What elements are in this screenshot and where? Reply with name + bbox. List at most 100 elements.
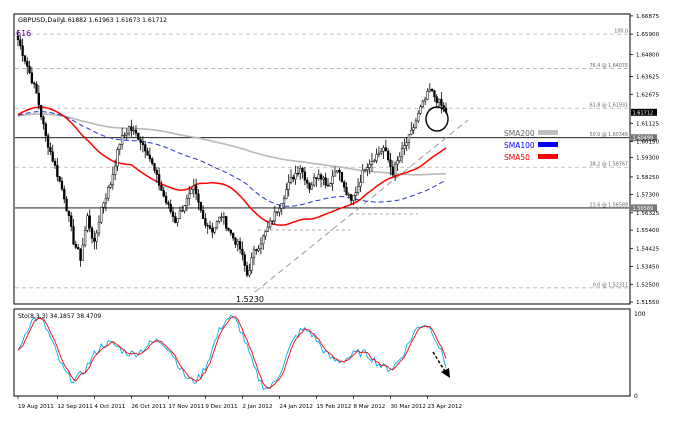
highlight-circle: [425, 106, 449, 132]
candle-body: [389, 159, 392, 168]
candle-body: [28, 66, 31, 74]
candle-body: [294, 172, 297, 180]
candle-body: [125, 132, 128, 136]
candle-body: [144, 144, 147, 152]
candle-body: [157, 174, 161, 186]
candle-body: [433, 90, 436, 98]
candle-body: [440, 98, 443, 106]
candle-body: [417, 113, 420, 122]
candle-body: [269, 220, 272, 228]
candle-body: [410, 129, 413, 135]
candle-body: [148, 154, 152, 160]
y-tick-label: 1.64800: [636, 53, 660, 59]
down-arrow-head: [441, 368, 450, 378]
candle-body: [141, 142, 145, 145]
candle-body: [377, 152, 381, 155]
candle-body: [282, 198, 286, 204]
y-tick-label: 1.52500: [636, 282, 660, 288]
y-tick-label: 1.54425: [636, 246, 660, 252]
candle-body: [171, 211, 175, 217]
candle-body: [137, 133, 140, 140]
candle-body: [347, 194, 350, 196]
candle-body: [120, 135, 124, 145]
current-price-label: 1.61712: [633, 110, 654, 116]
candle-body: [204, 218, 207, 226]
candle-body: [400, 148, 404, 158]
sma-legend: SMA200 SMA100 SMA50: [504, 129, 558, 162]
candle-body: [225, 216, 228, 229]
candle-body: [338, 170, 341, 173]
candle-body: [317, 174, 320, 179]
current-price-box: [631, 108, 657, 116]
candle-body: [109, 184, 112, 188]
candle-body: [227, 227, 230, 231]
candle-body: [70, 215, 73, 227]
candle-body: [287, 182, 290, 190]
candle-body: [363, 169, 367, 171]
candle-body: [262, 235, 265, 245]
candle-body: [229, 229, 232, 234]
candle-body: [169, 204, 172, 213]
candle-body: [245, 265, 249, 276]
x-tick-label: 9 Dec 2011: [205, 404, 238, 410]
legend-sma100-label: SMA100: [504, 141, 535, 150]
y-tick-label: 1.65900: [636, 32, 660, 38]
candle-body: [370, 160, 374, 165]
candle-body: [356, 186, 360, 193]
candle-body: [139, 139, 142, 143]
candle-body: [46, 135, 50, 148]
candle-body: [273, 211, 276, 222]
candle-body: [310, 184, 313, 190]
candle-body: [77, 247, 80, 250]
candle-body: [331, 175, 334, 184]
candle-body: [442, 105, 445, 109]
legend-sma50-swatch: [538, 154, 558, 159]
candle-body: [393, 163, 397, 176]
candle-body: [153, 163, 156, 171]
candle-body: [407, 133, 411, 143]
osc-tick-100: 100: [634, 311, 646, 318]
candle-body: [222, 216, 226, 218]
candle-body: [151, 158, 154, 164]
candle-body: [192, 185, 195, 190]
candle-body: [405, 142, 408, 146]
candle-body: [349, 194, 353, 201]
price-tag-box: [631, 204, 657, 212]
candle-body: [176, 218, 179, 223]
candle-body: [428, 88, 431, 92]
candle-body: [426, 90, 429, 100]
candle-body: [421, 100, 425, 107]
x-tick-label: 12 Sep 2011: [57, 404, 93, 410]
fib-level-label: 0.0 @ 1.52311: [593, 282, 628, 288]
candle-body: [257, 248, 260, 251]
candle-body: [319, 174, 323, 180]
candle-body: [243, 254, 246, 266]
candle-body: [56, 165, 59, 177]
sma100-line: [17, 111, 447, 207]
candle-body: [343, 181, 346, 188]
candle-body: [201, 210, 205, 219]
candle-body: [384, 147, 387, 152]
candle-body: [252, 249, 256, 259]
symbol-label: GBPUSD,Daily: [18, 16, 64, 24]
candle-body: [162, 190, 165, 197]
oscillator-pane: [13, 308, 631, 397]
fib-level-label: 100.0: [614, 29, 628, 35]
candle-body: [336, 170, 339, 173]
x-tick-label: 26 Oct 2011: [131, 404, 166, 410]
candle-body: [289, 176, 293, 183]
candle-body: [208, 225, 212, 229]
fib-level-label: 23.6 @ 1.56589: [590, 202, 628, 208]
candle-body: [278, 208, 281, 213]
candle-body: [134, 129, 138, 134]
candle-body: [23, 55, 27, 62]
y-tick-label: 1.57300: [636, 193, 660, 199]
candle-body: [100, 207, 103, 223]
candle-body: [44, 123, 47, 136]
candle-body: [211, 228, 214, 233]
candle-body: [93, 237, 96, 242]
candle-body: [215, 221, 219, 228]
candle-body: [366, 167, 369, 171]
candle-body: [199, 201, 202, 211]
